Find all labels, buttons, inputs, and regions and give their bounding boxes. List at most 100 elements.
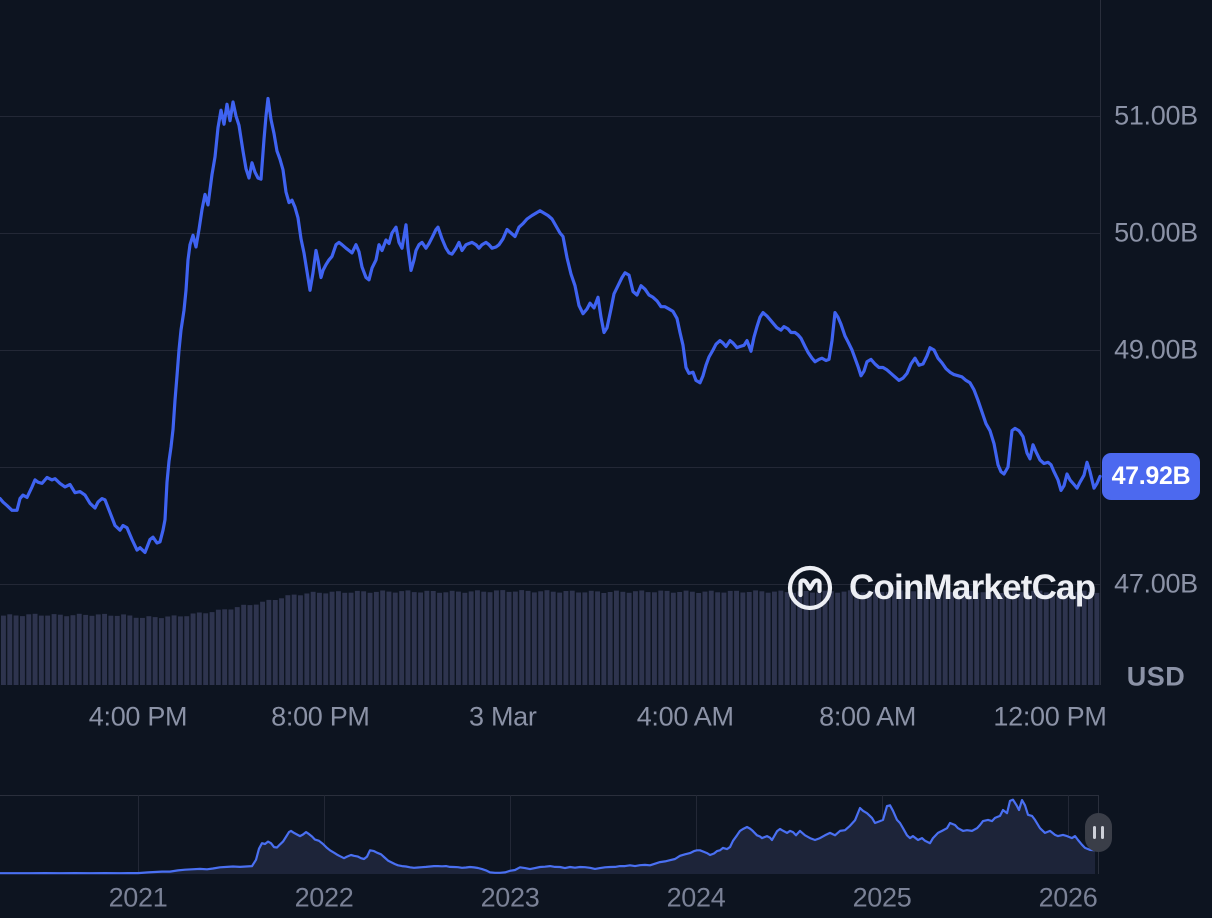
volume-bar — [1037, 590, 1043, 685]
volume-bar — [816, 592, 822, 685]
volume-bar — [253, 604, 259, 685]
volume-bar — [190, 613, 196, 685]
volume-bar — [841, 591, 847, 685]
volume-bar — [652, 592, 657, 685]
volume-bar — [582, 592, 588, 685]
volume-bar — [152, 617, 158, 685]
volume-bar — [367, 592, 373, 685]
volume-bar — [898, 590, 904, 685]
volume-bar — [481, 591, 487, 685]
volume-bar — [1056, 590, 1062, 685]
volume-bar — [506, 591, 512, 685]
brush-handle-grip-icon — [1101, 826, 1104, 839]
volume-bar — [234, 607, 240, 685]
volume-bar — [196, 612, 202, 685]
volume-bar — [449, 590, 455, 685]
volume-bar — [658, 590, 664, 685]
volume-bar — [70, 615, 76, 685]
volume-bar — [620, 591, 626, 685]
volume-bar — [373, 591, 379, 685]
volume-bar — [765, 592, 771, 685]
volume-bar — [778, 590, 784, 685]
volume-bar — [456, 591, 461, 685]
volume-bar — [228, 609, 234, 685]
volume-bar — [879, 591, 885, 685]
volume-bar — [633, 591, 638, 685]
x-tick-label: 3 Mar — [469, 701, 537, 732]
volume-bar — [740, 592, 746, 685]
volume-bar — [272, 600, 278, 685]
volume-bar — [146, 616, 152, 685]
volume-bar — [222, 609, 228, 685]
volume-bar — [563, 591, 569, 685]
volume-bar — [1018, 592, 1024, 685]
volume-bar — [576, 592, 581, 685]
volume-bar — [968, 590, 973, 685]
volume-bar — [304, 593, 310, 685]
volume-bar — [873, 590, 879, 685]
current-price-badge: 47.92B — [1102, 452, 1200, 500]
overview-year-label: 2024 — [666, 882, 726, 913]
volume-bar — [797, 591, 803, 685]
x-tick-label: 12:00 PM — [993, 701, 1107, 732]
volume-bar — [639, 590, 645, 685]
volume-bar — [437, 592, 442, 685]
volume-bar — [1094, 592, 1100, 685]
volume-bar — [13, 615, 19, 685]
volume-bar — [1031, 590, 1037, 685]
volume-bar — [209, 612, 215, 685]
volume-bar — [354, 590, 360, 685]
volume-bar — [380, 590, 386, 685]
volume-bar — [791, 592, 796, 685]
volume-bar — [961, 590, 967, 685]
y-tick-label: 51.00B — [1114, 100, 1198, 131]
volume-bar — [405, 590, 411, 685]
volume-bar — [494, 590, 499, 685]
volume-bar — [664, 590, 670, 685]
volume-bar — [20, 616, 25, 685]
volume-bar — [866, 590, 872, 685]
volume-bar — [468, 591, 474, 685]
volume-bar — [702, 591, 708, 685]
watermark-text: CoinMarketCap — [849, 568, 1096, 607]
volume-bar — [336, 591, 341, 685]
volume-bar — [860, 592, 866, 685]
volume-bar — [298, 595, 303, 685]
volume-bar — [550, 591, 556, 685]
x-tick-label: 8:00 AM — [819, 701, 917, 732]
brush-handle[interactable] — [1085, 813, 1112, 852]
volume-bar — [1062, 591, 1068, 685]
overview-year-label: 2023 — [480, 882, 540, 913]
volume-bar — [626, 592, 632, 685]
volume-bar — [911, 591, 916, 685]
volume-bar — [89, 615, 95, 685]
volume-bar — [828, 591, 834, 685]
volume-bar — [32, 613, 38, 685]
volume-bar — [430, 591, 436, 685]
price-line — [0, 96, 1102, 555]
volume-bar — [645, 592, 651, 685]
volume-bar — [772, 591, 777, 685]
volume-bar — [1043, 592, 1049, 685]
volume-bar — [1088, 592, 1093, 685]
overview-year-label: 2021 — [108, 882, 168, 913]
volume-bar — [159, 618, 164, 685]
volume-bar — [670, 592, 676, 685]
volume-bar — [904, 592, 910, 685]
volume-bar — [171, 615, 177, 685]
brush-handle-grip-icon — [1093, 826, 1096, 839]
volume-bar — [942, 590, 948, 685]
volume-bar — [980, 592, 986, 685]
volume-bar — [424, 590, 430, 685]
volume-bar — [974, 592, 980, 685]
x-tick-label: 4:00 PM — [88, 701, 188, 732]
volume-bar — [847, 590, 853, 685]
volume-bar — [76, 613, 82, 685]
coinmarketcap-logo-icon — [786, 564, 834, 612]
volume-bar — [999, 593, 1005, 685]
volume-bar — [784, 592, 790, 685]
volume-bar — [462, 592, 468, 685]
volume-bar — [1069, 592, 1074, 685]
volume-bar — [930, 592, 935, 685]
